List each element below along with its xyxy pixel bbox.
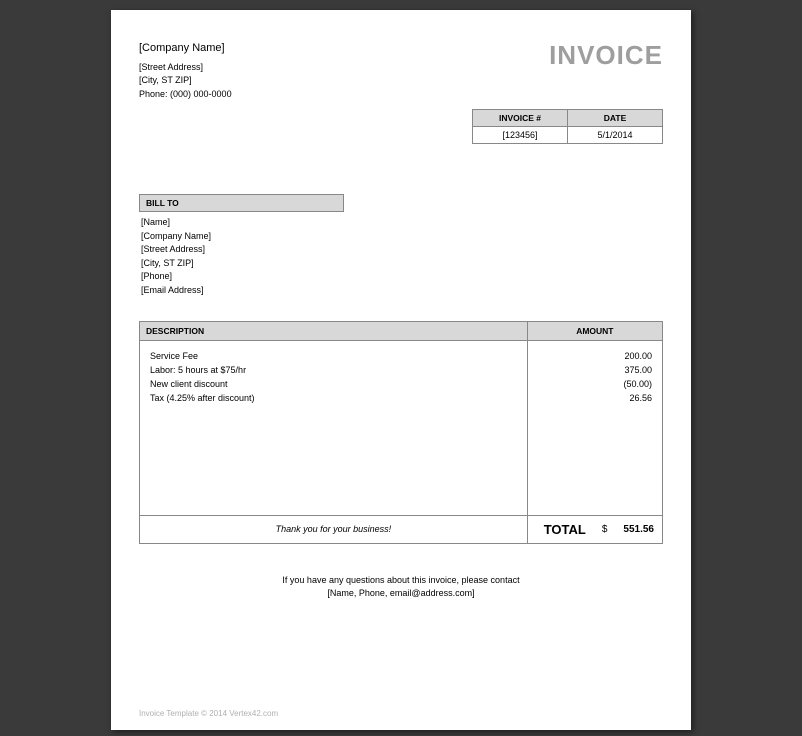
footer-credit: Invoice Template © 2014 Vertex42.com <box>139 709 278 718</box>
bill-to-name: [Name] <box>141 216 663 230</box>
line-items-table: DESCRIPTION AMOUNT Service Fee 200.00 La… <box>139 321 663 544</box>
item-desc: Labor: 5 hours at $75/hr <box>140 363 528 377</box>
invoice-page: [Company Name] [Street Address] [City, S… <box>111 10 691 730</box>
item-amount: 375.00 <box>527 363 662 377</box>
thank-you-message: Thank you for your business! <box>140 515 528 543</box>
total-row: Thank you for your business! TOTAL $ 551… <box>140 515 663 543</box>
company-phone: Phone: (000) 000-0000 <box>139 88 232 102</box>
bill-to-phone: [Phone] <box>141 270 663 284</box>
line-item: Tax (4.25% after discount) 26.56 <box>140 391 663 405</box>
invoice-meta-table: INVOICE # DATE [123456] 5/1/2014 <box>472 109 663 144</box>
bill-to-email: [Email Address] <box>141 284 663 298</box>
bill-to-lines: [Name] [Company Name] [Street Address] [… <box>141 216 663 297</box>
meta-invoice-header: INVOICE # <box>473 110 568 127</box>
total-label: TOTAL <box>528 516 594 543</box>
item-amount: (50.00) <box>527 377 662 391</box>
company-name: [Company Name] <box>139 40 232 57</box>
total-currency: $ <box>594 516 616 543</box>
total-value: 551.56 <box>615 516 662 543</box>
bill-to-section: BILL TO [Name] [Company Name] [Street Ad… <box>139 194 663 297</box>
company-block: [Company Name] [Street Address] [City, S… <box>139 40 232 101</box>
bill-to-header: BILL TO <box>139 194 344 212</box>
line-item: Service Fee 200.00 <box>140 341 663 364</box>
col-description: DESCRIPTION <box>140 322 528 341</box>
bill-to-company: [Company Name] <box>141 230 663 244</box>
company-city-st-zip: [City, ST ZIP] <box>139 74 232 88</box>
meta-invoice-number: [123456] <box>473 127 568 144</box>
item-desc: Tax (4.25% after discount) <box>140 391 528 405</box>
item-amount: 200.00 <box>527 341 662 364</box>
questions-line2: [Name, Phone, email@address.com] <box>139 587 663 601</box>
company-street: [Street Address] <box>139 61 232 75</box>
header-row: [Company Name] [Street Address] [City, S… <box>139 40 663 101</box>
bill-to-city-st-zip: [City, ST ZIP] <box>141 257 663 271</box>
item-desc: Service Fee <box>140 341 528 364</box>
line-item: New client discount (50.00) <box>140 377 663 391</box>
line-item: Labor: 5 hours at $75/hr 375.00 <box>140 363 663 377</box>
item-desc: New client discount <box>140 377 528 391</box>
items-spacer <box>140 405 663 515</box>
items-body: Service Fee 200.00 Labor: 5 hours at $75… <box>140 341 663 516</box>
meta-date-header: DATE <box>568 110 663 127</box>
bill-to-street: [Street Address] <box>141 243 663 257</box>
questions-block: If you have any questions about this inv… <box>139 574 663 601</box>
meta-date: 5/1/2014 <box>568 127 663 144</box>
col-amount: AMOUNT <box>527 322 662 341</box>
questions-line1: If you have any questions about this inv… <box>139 574 663 588</box>
document-title: INVOICE <box>549 40 663 71</box>
item-amount: 26.56 <box>527 391 662 405</box>
